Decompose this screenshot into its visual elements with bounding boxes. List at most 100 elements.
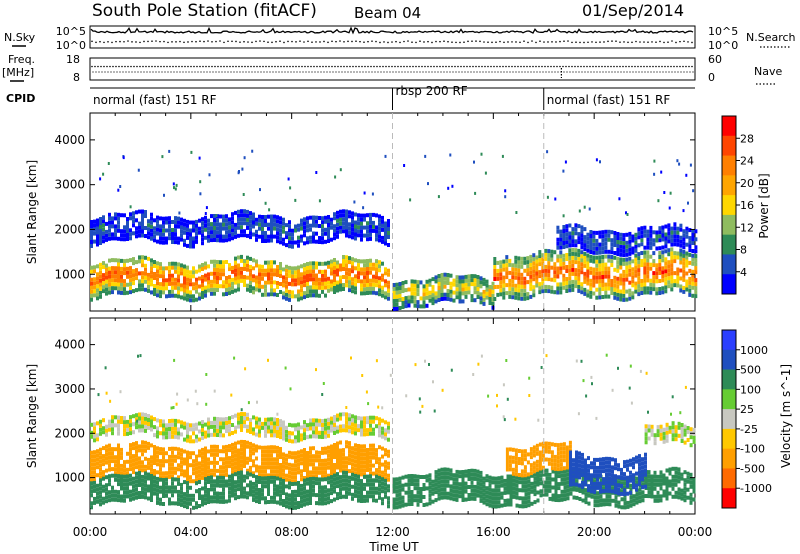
heatmap-cell [357,259,360,264]
heatmap-cell [183,461,186,466]
heatmap-cell [177,467,180,472]
heatmap-cell [234,288,237,293]
heatmap-cell [339,428,342,433]
heatmap-cell [482,476,486,481]
heatmap-cell [246,428,249,433]
freq-dot [367,65,369,68]
heatmap-cell [294,459,297,464]
heatmap-cell [428,497,432,502]
heatmap-cell [679,260,683,265]
heatmap-cell [413,287,417,292]
heatmap-cell [288,228,291,233]
heatmap-cell [625,240,629,245]
nsearch-dot [571,41,573,44]
heatmap-cell [141,478,144,483]
nave-dot [689,71,691,73]
heatmap-cell [688,240,692,245]
heatmap-cell [372,486,375,491]
heatmap-cell [366,267,369,271]
heatmap-cell [240,451,243,456]
heatmap-cell [387,465,390,470]
heatmap-cell [153,276,156,280]
heatmap-cell [114,473,117,478]
heatmap-cell [315,273,318,278]
colorbar-swatch [722,155,736,176]
nsearch-dot [235,40,237,43]
heatmap-cell [264,453,267,458]
heatmap-cell [446,495,450,500]
heatmap-cell [105,279,108,284]
nave-dot [383,71,385,73]
heatmap-cell [144,271,147,276]
nave-dot [620,71,622,73]
heatmap-cell [351,215,354,220]
heatmap-cell [108,224,111,229]
nave-dot [365,71,367,73]
heatmap-cell [664,236,668,241]
heatmap-cell [252,463,255,468]
heatmap-cell [676,255,680,260]
heatmap-cell [156,470,159,475]
heatmap-cell [288,265,291,270]
heatmap-cell [667,264,671,269]
heatmap-cell [207,433,210,438]
heatmap-cell [568,288,572,293]
heatmap-cell [147,223,150,228]
heatmap-cell [601,287,605,291]
heatmap-cell [132,458,135,463]
nave-dot [623,71,625,73]
heatmap-cell [679,288,683,293]
freq-dot [280,65,282,68]
heatmap-cell [153,284,156,288]
heatmap-cell [360,229,363,234]
heatmap-cell [225,464,228,469]
heatmap-cell [174,485,177,490]
heatmap-cell [96,449,99,454]
heatmap-cell [255,456,258,461]
freq-dot [226,65,228,68]
heatmap-cell [234,276,237,281]
heatmap-cell [378,483,381,488]
heatmap-cell [180,472,183,477]
heatmap-cell [598,271,602,276]
heatmap-cell [150,455,153,460]
heatmap-cell [443,483,447,488]
heatmap-cell [171,450,174,455]
freq-unit-label: [MHz] [2,66,34,79]
heatmap-cell [664,232,668,237]
heatmap-cell [252,459,255,464]
heatmap-cell [384,436,387,441]
noise-left-tick-top: 10^5 [56,25,86,38]
heatmap-cell [574,284,578,289]
heatmap-cell [147,496,150,501]
heatmap-cell [261,231,264,235]
heatmap-cell [324,485,327,490]
heatmap-cell [369,262,372,267]
nsearch-dot [603,41,605,43]
freq-dot [211,65,213,68]
nsearch-dot [199,40,201,43]
heatmap-cell [419,296,423,301]
heatmap-cell [378,421,381,426]
heatmap-cell [153,417,156,422]
heatmap-cell [258,280,261,285]
heatmap-cell [222,238,225,243]
heatmap-cell [195,434,198,439]
heatmap-cell [237,452,240,457]
heatmap-cell [610,263,614,267]
heatmap-cell [264,239,267,243]
heatmap-cell [321,477,324,482]
heatmap-cell [387,272,390,277]
freq-dot [175,65,177,68]
heatmap-cell [285,276,288,281]
nave-dot [410,71,412,73]
heatmap-cell [676,238,680,243]
freq-dot [520,65,522,68]
heatmap-cell [485,295,489,300]
nsearch-dot [407,40,409,42]
heatmap-cell [369,447,372,452]
heatmap-cell [339,487,342,492]
heatmap-cell [249,227,252,232]
heatmap-cell [126,471,129,476]
heatmap-cell [363,259,366,264]
